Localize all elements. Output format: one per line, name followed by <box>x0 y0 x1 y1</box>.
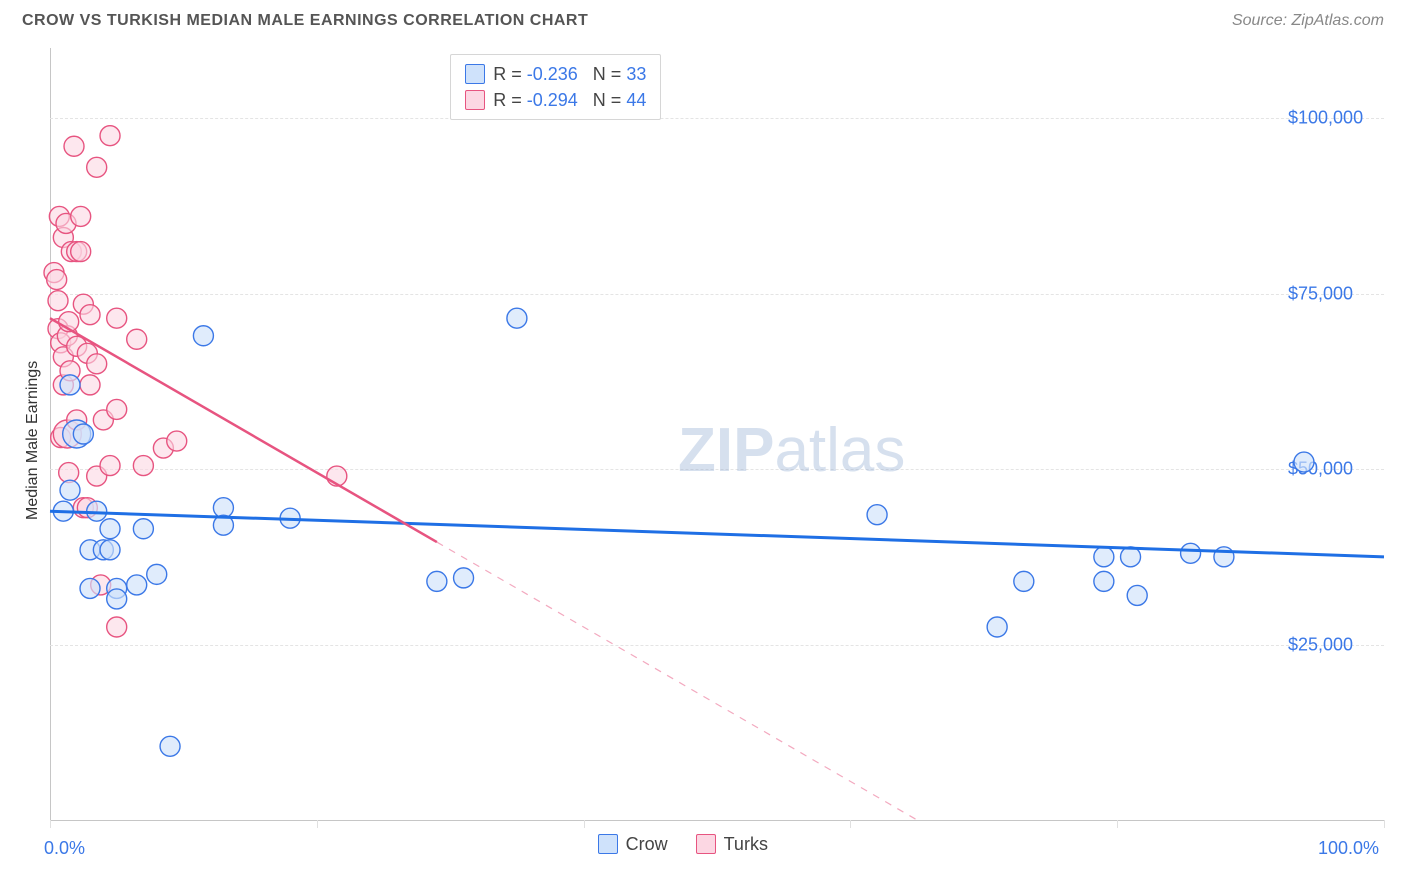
data-point <box>147 564 167 584</box>
n-label: N = <box>593 64 622 84</box>
data-point <box>987 617 1007 637</box>
data-point <box>107 308 127 328</box>
data-point <box>100 540 120 560</box>
x-axis-min-label: 0.0% <box>44 838 85 859</box>
data-point <box>100 126 120 146</box>
legend-swatch <box>465 90 485 110</box>
r-label: R = <box>493 90 522 110</box>
data-point <box>1127 585 1147 605</box>
data-point <box>107 589 127 609</box>
scatter-chart <box>0 0 1406 892</box>
data-point <box>1294 452 1314 472</box>
data-point <box>87 354 107 374</box>
x-axis-max-label: 100.0% <box>1318 838 1379 859</box>
legend-label: Crow <box>626 834 668 854</box>
data-point <box>1094 547 1114 567</box>
data-point <box>107 617 127 637</box>
series-legend: Crow Turks <box>584 834 782 855</box>
data-point <box>1014 571 1034 591</box>
legend-swatch <box>696 834 716 854</box>
data-point <box>80 305 100 325</box>
data-point <box>60 375 80 395</box>
legend-swatch <box>465 64 485 84</box>
data-point <box>107 399 127 419</box>
data-point <box>1094 571 1114 591</box>
data-point <box>71 242 91 262</box>
data-point <box>507 308 527 328</box>
data-point <box>100 519 120 539</box>
n-value: 44 <box>626 90 646 110</box>
data-point <box>60 480 80 500</box>
legend-swatch <box>598 834 618 854</box>
data-point <box>427 571 447 591</box>
data-point <box>867 505 887 525</box>
legend-row: R = -0.236 N = 33 <box>465 61 646 87</box>
legend-label: Turks <box>724 834 768 854</box>
data-point <box>71 206 91 226</box>
data-point <box>73 424 93 444</box>
data-point <box>127 575 147 595</box>
data-point <box>80 578 100 598</box>
data-point <box>47 270 67 290</box>
legend-row: R = -0.294 N = 44 <box>465 87 646 113</box>
r-value: -0.294 <box>527 90 578 110</box>
r-value: -0.236 <box>527 64 578 84</box>
data-point <box>1181 543 1201 563</box>
data-point <box>133 456 153 476</box>
data-point <box>160 736 180 756</box>
n-value: 33 <box>626 64 646 84</box>
data-point <box>193 326 213 346</box>
correlation-legend: R = -0.236 N = 33R = -0.294 N = 44 <box>450 54 661 120</box>
data-point <box>80 375 100 395</box>
data-point <box>127 329 147 349</box>
data-point <box>133 519 153 539</box>
data-point <box>48 291 68 311</box>
trend-line <box>50 318 437 542</box>
data-point <box>87 157 107 177</box>
trend-line-extrapolated <box>437 542 917 820</box>
r-label: R = <box>493 64 522 84</box>
data-point <box>167 431 187 451</box>
legend-item: Crow <box>598 834 668 855</box>
data-point <box>454 568 474 588</box>
legend-item: Turks <box>696 834 768 855</box>
data-point <box>100 456 120 476</box>
trend-line <box>50 511 1384 557</box>
n-label: N = <box>593 90 622 110</box>
data-point <box>64 136 84 156</box>
